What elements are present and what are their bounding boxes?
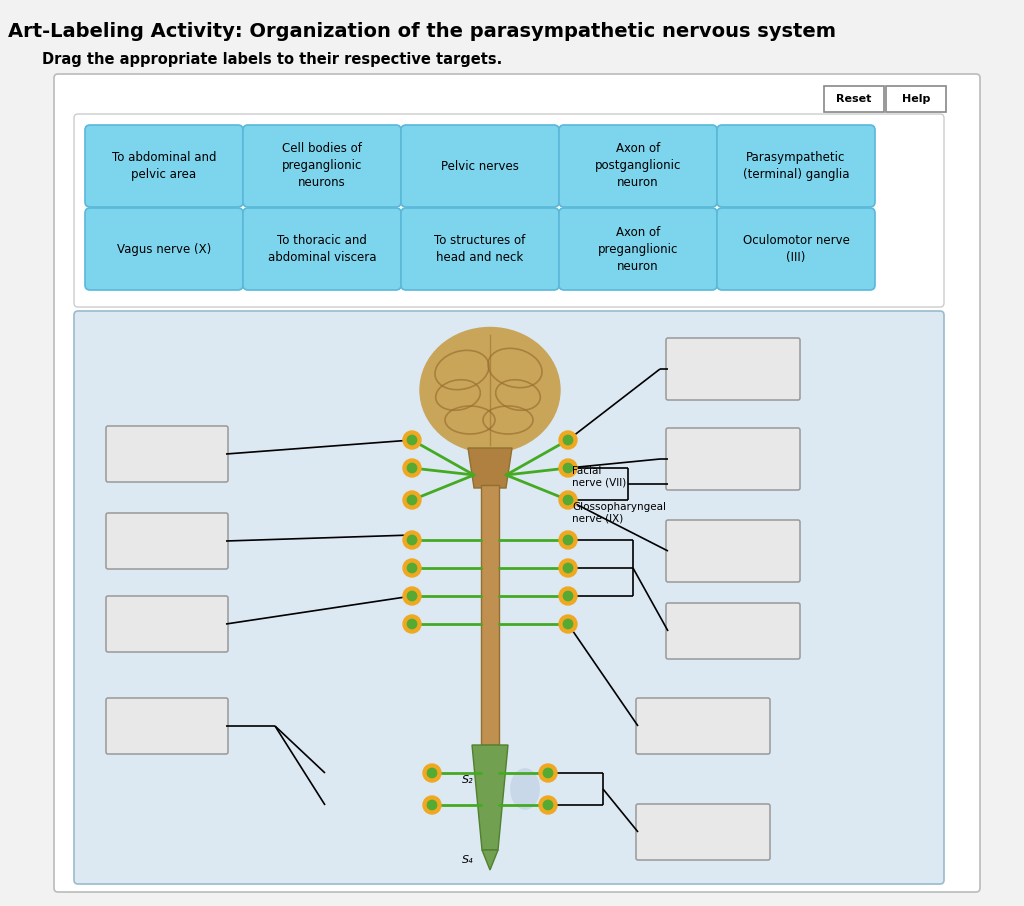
Circle shape	[559, 459, 577, 477]
Circle shape	[559, 587, 577, 605]
Circle shape	[559, 491, 577, 509]
Polygon shape	[482, 850, 498, 870]
FancyBboxPatch shape	[85, 208, 243, 290]
Circle shape	[403, 587, 421, 605]
Text: S₂: S₂	[462, 775, 474, 785]
FancyBboxPatch shape	[243, 208, 401, 290]
Circle shape	[539, 796, 557, 814]
FancyBboxPatch shape	[106, 513, 228, 569]
Text: Parasympathetic
(terminal) ganglia: Parasympathetic (terminal) ganglia	[742, 151, 849, 181]
Ellipse shape	[420, 327, 560, 452]
Circle shape	[408, 496, 417, 505]
Circle shape	[563, 564, 572, 573]
FancyBboxPatch shape	[401, 125, 559, 207]
FancyBboxPatch shape	[824, 86, 884, 112]
Text: S₄: S₄	[462, 855, 474, 865]
Circle shape	[408, 592, 417, 601]
FancyBboxPatch shape	[106, 596, 228, 652]
Circle shape	[403, 431, 421, 449]
Text: Pelvic nerves: Pelvic nerves	[441, 159, 519, 172]
Circle shape	[563, 496, 572, 505]
FancyBboxPatch shape	[666, 520, 800, 582]
FancyBboxPatch shape	[666, 338, 800, 400]
Circle shape	[559, 531, 577, 549]
Ellipse shape	[511, 769, 539, 809]
Circle shape	[403, 459, 421, 477]
Text: Axon of
preganglionic
neuron: Axon of preganglionic neuron	[598, 226, 678, 273]
Text: Vagus nerve (X): Vagus nerve (X)	[117, 243, 211, 255]
Text: Help: Help	[902, 94, 930, 104]
FancyBboxPatch shape	[717, 125, 874, 207]
Text: Cell bodies of
preganglionic
neurons: Cell bodies of preganglionic neurons	[282, 142, 362, 189]
Polygon shape	[468, 448, 512, 488]
Circle shape	[403, 531, 421, 549]
Circle shape	[427, 800, 436, 810]
Text: To thoracic and
abdominal viscera: To thoracic and abdominal viscera	[267, 234, 376, 264]
FancyBboxPatch shape	[636, 804, 770, 860]
Text: To structures of
head and neck: To structures of head and neck	[434, 234, 525, 264]
Circle shape	[544, 800, 553, 810]
Circle shape	[423, 764, 441, 782]
Text: To abdominal and
pelvic area: To abdominal and pelvic area	[112, 151, 216, 181]
Circle shape	[403, 491, 421, 509]
Circle shape	[408, 435, 417, 445]
Circle shape	[408, 564, 417, 573]
FancyBboxPatch shape	[74, 114, 944, 307]
Circle shape	[563, 535, 572, 545]
FancyBboxPatch shape	[106, 698, 228, 754]
FancyBboxPatch shape	[559, 125, 717, 207]
Circle shape	[563, 435, 572, 445]
Bar	[481, 485, 499, 745]
Text: Reset: Reset	[837, 94, 871, 104]
FancyBboxPatch shape	[401, 208, 559, 290]
FancyBboxPatch shape	[886, 86, 946, 112]
FancyBboxPatch shape	[54, 74, 980, 892]
FancyBboxPatch shape	[243, 125, 401, 207]
Text: Glossopharyngeal
nerve (IX): Glossopharyngeal nerve (IX)	[572, 502, 666, 524]
Circle shape	[423, 796, 441, 814]
Circle shape	[403, 559, 421, 577]
Text: Art-Labeling Activity: Organization of the parasympathetic nervous system: Art-Labeling Activity: Organization of t…	[8, 22, 836, 41]
Circle shape	[559, 615, 577, 633]
Polygon shape	[472, 745, 508, 850]
Circle shape	[559, 431, 577, 449]
Circle shape	[408, 463, 417, 473]
FancyBboxPatch shape	[106, 426, 228, 482]
Text: Drag the appropriate labels to their respective targets.: Drag the appropriate labels to their res…	[42, 52, 502, 67]
Circle shape	[544, 768, 553, 777]
FancyBboxPatch shape	[74, 311, 944, 884]
Circle shape	[403, 615, 421, 633]
FancyBboxPatch shape	[636, 698, 770, 754]
Circle shape	[408, 620, 417, 629]
Circle shape	[539, 764, 557, 782]
FancyBboxPatch shape	[666, 428, 800, 490]
Text: Oculomotor nerve
(III): Oculomotor nerve (III)	[742, 234, 850, 264]
Circle shape	[563, 592, 572, 601]
Circle shape	[559, 559, 577, 577]
FancyBboxPatch shape	[85, 125, 243, 207]
FancyBboxPatch shape	[559, 208, 717, 290]
FancyBboxPatch shape	[717, 208, 874, 290]
Text: Facial
nerve (VII): Facial nerve (VII)	[572, 466, 627, 487]
Circle shape	[427, 768, 436, 777]
Text: Axon of
postganglionic
neuron: Axon of postganglionic neuron	[595, 142, 681, 189]
Circle shape	[563, 620, 572, 629]
Circle shape	[563, 463, 572, 473]
Circle shape	[408, 535, 417, 545]
FancyBboxPatch shape	[666, 603, 800, 659]
